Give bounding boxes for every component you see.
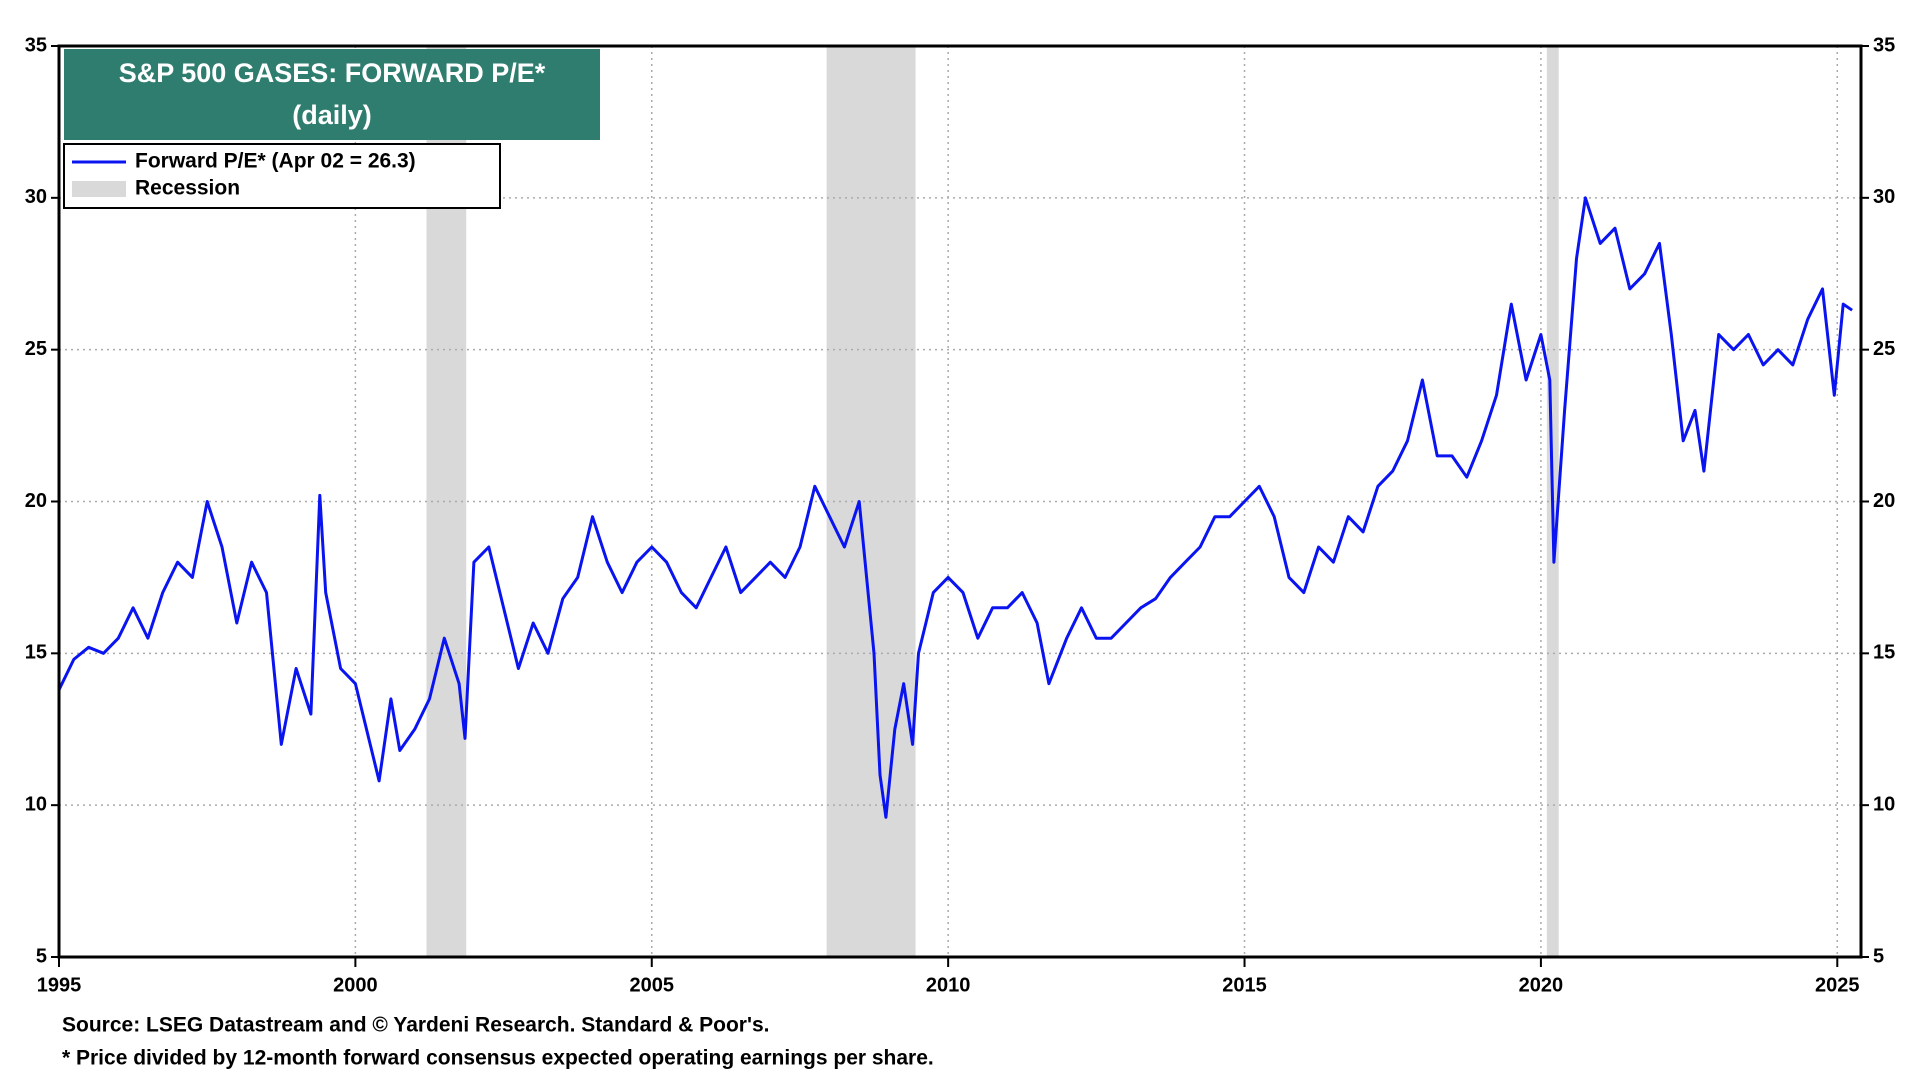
y2-tick-label: 15 — [1873, 642, 1895, 664]
plot-frame — [57, 44, 1863, 959]
y-tick-label: 15 — [25, 642, 47, 664]
x-tick-label: 2005 — [630, 974, 675, 996]
x-tick-label: 2020 — [1519, 974, 1564, 996]
y-tick-label: 5 — [36, 945, 47, 967]
title-box — [64, 49, 600, 140]
legend-box — [63, 143, 501, 209]
data-line — [57, 196, 1853, 819]
y-tick-label: 10 — [25, 793, 47, 815]
y2-tick-label: 25 — [1873, 338, 1895, 360]
x-tick-label: 2025 — [1815, 974, 1860, 996]
source-note: Source: LSEG Datastream and © Yardeni Re… — [62, 1014, 769, 1037]
y-tick-label: 35 — [25, 34, 47, 56]
y2-tick-label: 5 — [1873, 945, 1884, 967]
y2-tick-label: 35 — [1873, 34, 1895, 56]
y-tick-label: 20 — [25, 490, 47, 512]
y2-tick-label: 10 — [1873, 793, 1895, 815]
legend-swatch — [72, 181, 126, 197]
x-tick-label: 2015 — [1222, 974, 1267, 996]
chart-subtitle: (daily) — [292, 100, 372, 130]
y2-tick-label: 20 — [1873, 490, 1895, 512]
y2-tick-label: 30 — [1873, 186, 1895, 208]
x-tick-label: 2000 — [333, 974, 378, 996]
footnote: * Price divided by 12-month forward cons… — [62, 1047, 934, 1070]
y-tick-label: 30 — [25, 186, 47, 208]
chart-title: S&P 500 GASES: FORWARD P/E* — [119, 58, 546, 88]
y-tick-label: 25 — [25, 338, 47, 360]
legend-label: Recession — [135, 177, 240, 200]
x-tick-label: 2010 — [926, 974, 971, 996]
x-tick-label: 1995 — [37, 974, 82, 996]
legend-label: Forward P/E* (Apr 02 = 26.3) — [135, 150, 416, 173]
